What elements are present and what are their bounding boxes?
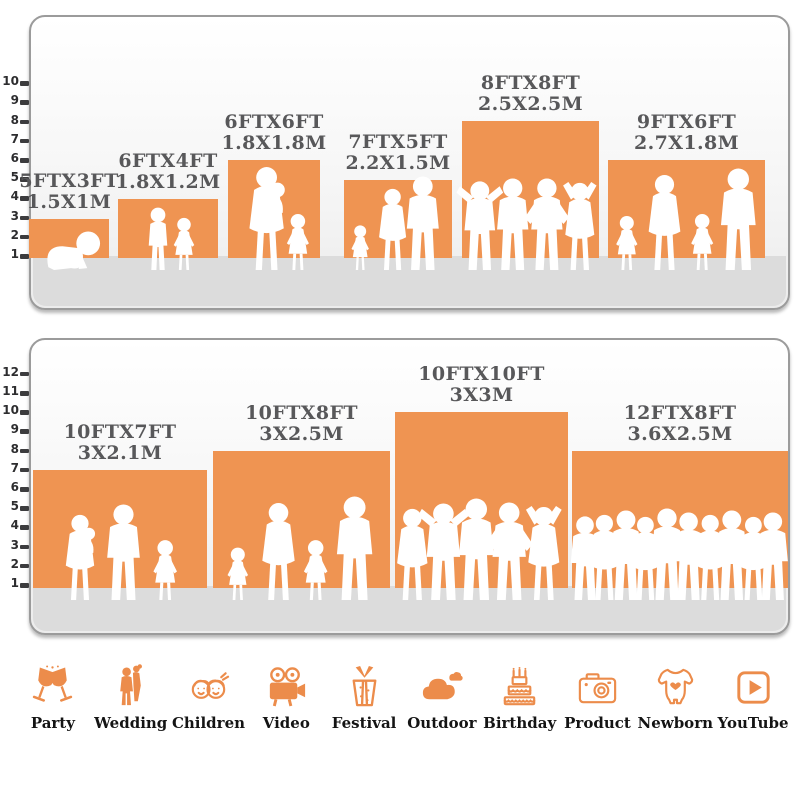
axis-tick-label: 6: [10, 151, 19, 165]
category-birthday: Birthday: [481, 664, 559, 732]
axis-tick-label: 3: [10, 537, 19, 552]
axis-tick: [20, 467, 29, 473]
backdrop-size-label: 10FTX10FT 3X3M: [418, 363, 545, 406]
axis-tick-label: 9: [10, 93, 19, 108]
children-icon: [191, 672, 230, 699]
product-icon: [578, 673, 617, 704]
category-label: Newborn: [637, 714, 713, 732]
axis-tick: [20, 100, 29, 105]
axis-tick: [20, 215, 29, 221]
backdrop-rect-12ftx8ft: [572, 451, 788, 588]
category-outdoor: Outdoor: [403, 664, 481, 732]
axis-tick-label: 8: [10, 441, 19, 456]
category-label: YouTube: [717, 714, 789, 732]
axis-tick-label: 7: [10, 460, 19, 475]
backdrop-size-label: 9FTX6FT 2.7X1.8M: [633, 111, 740, 154]
party-icon: [33, 665, 73, 702]
category-product: Product: [559, 664, 637, 732]
birthday-icon: [503, 666, 536, 706]
axis-tick: [20, 429, 29, 434]
axis-tick-label: 2: [10, 556, 19, 571]
axis-tick: [20, 196, 29, 201]
axis-tick: [20, 81, 29, 86]
backdrop-size-label: 8FTX8FT 2.5X2.5M: [477, 72, 584, 115]
axis-tick-label: 2: [10, 227, 19, 242]
axis-tick-label: 12: [2, 364, 19, 379]
axis-tick: [20, 119, 29, 125]
category-label: Wedding: [94, 714, 168, 732]
wedding-icon: [120, 664, 143, 706]
backdrop-size-label: 12FTX8FT 3.6X2.5M: [623, 402, 737, 445]
axis-tick-label: 1: [10, 576, 19, 590]
axis-tick-label: 4: [10, 518, 19, 533]
backdrop-size-label: 10FTX8FT 3X2.5M: [245, 402, 358, 445]
backdrop-size-label: 6FTX6FT 1.8X1.8M: [221, 111, 327, 154]
axis-tick: [20, 138, 29, 144]
category-label: Festival: [331, 714, 397, 732]
category-video: Video: [247, 664, 325, 732]
category-youtube: YouTube: [714, 664, 792, 732]
axis-tick-label: 3: [10, 208, 19, 223]
axis-tick: [20, 506, 29, 511]
category-label: Party: [30, 714, 75, 732]
outdoor-icon: [423, 672, 464, 700]
newborn-icon: [657, 668, 693, 705]
category-children: Children: [170, 664, 248, 732]
axis-tick-label: 4: [10, 189, 19, 204]
axis-tick-label: 5: [10, 499, 19, 514]
axis-tick-label: 11: [2, 384, 19, 398]
backdrop-rect-10ftx7ft: [33, 470, 207, 588]
category-label: Outdoor: [407, 714, 477, 732]
axis-tick: [20, 448, 29, 454]
axis-tick: [20, 177, 29, 182]
backdrop-rect-9ftx6ft: [608, 160, 765, 258]
category-party: Party: [14, 664, 92, 732]
axis-tick: [20, 234, 29, 240]
backdrop-rect-6ftx4ft: [118, 199, 218, 258]
youtube-icon: [736, 671, 770, 704]
axis-tick: [20, 487, 29, 492]
category-festival: Festival: [325, 664, 403, 732]
floor-strip: [33, 256, 786, 306]
backdrop-rect-6ftx6ft: [228, 160, 320, 258]
axis-tick-label: 8: [10, 112, 19, 127]
category-label: Birthday: [483, 714, 557, 732]
category-row: Party Wedding Children Video Festival Outdoor…: [14, 664, 792, 732]
axis-tick: [20, 254, 29, 259]
axis-tick: [20, 410, 29, 415]
backdrop-rect-10ftx8ft: [213, 451, 390, 588]
floor-strip: [33, 586, 786, 631]
category-label: Video: [262, 714, 310, 732]
category-wedding: Wedding: [92, 664, 170, 732]
category-label: Product: [564, 714, 631, 732]
axis-tick: [20, 563, 29, 569]
backdrop-rect-10ftx10ft: [395, 412, 568, 588]
axis-tick-label: 6: [10, 480, 19, 494]
axis-tick-label: 9: [10, 422, 19, 437]
backdrop-rect-7ftx5ft: [344, 180, 452, 258]
axis-tick-label: 10: [2, 403, 19, 418]
axis-tick: [20, 583, 29, 588]
backdrop-size-label: 7FTX5FT 2.2X1.5M: [345, 131, 451, 174]
axis-tick: [20, 158, 29, 163]
video-icon: [269, 667, 305, 707]
axis-tick-label: 10: [2, 74, 19, 89]
category-label: Children: [171, 714, 246, 732]
axis-tick: [20, 544, 29, 550]
axis-tick: [20, 391, 29, 396]
category-newborn: Newborn: [636, 664, 714, 732]
axis-tick-label: 1: [10, 247, 19, 261]
backdrop-size-label: 5FTX3FT 1.5X1M: [19, 170, 119, 213]
festival-icon: [352, 665, 377, 707]
axis-tick-label: 5: [10, 170, 19, 185]
axis-tick: [20, 371, 29, 377]
axis-tick: [20, 525, 29, 530]
backdrop-rect-5ftx3ft: [29, 219, 109, 258]
backdrop-size-label: 10FTX7FT 3X2.1M: [63, 421, 177, 464]
axis-tick-label: 7: [10, 131, 19, 146]
backdrop-size-label: 6FTX4FT 1.8X1.2M: [115, 150, 221, 193]
